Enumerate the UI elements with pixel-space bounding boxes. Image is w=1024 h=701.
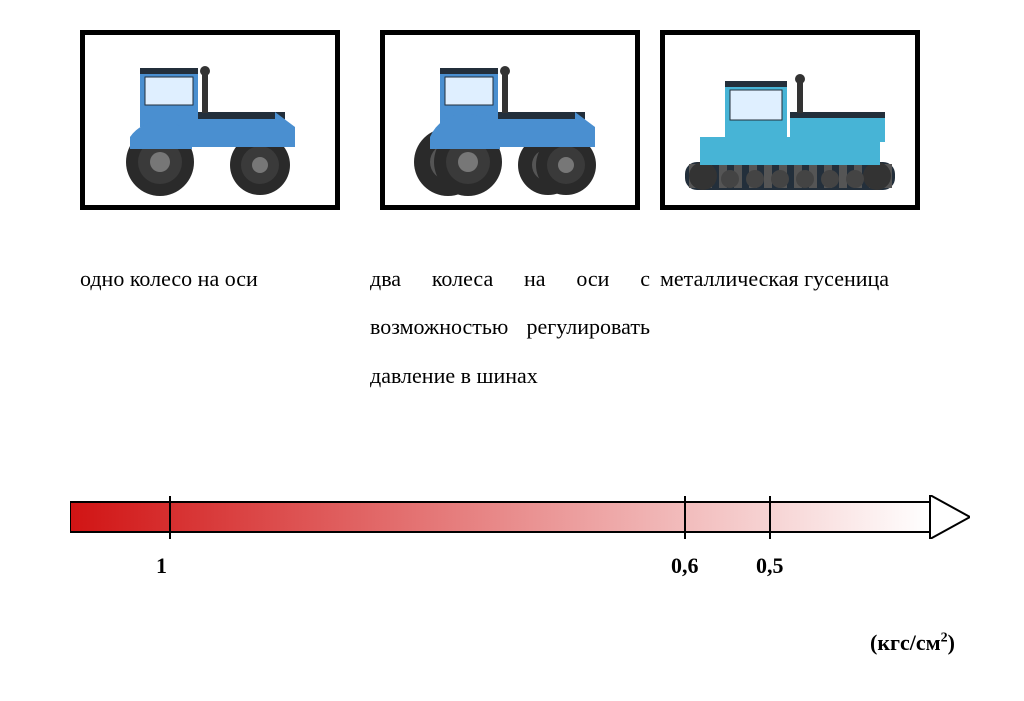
tractor-tile-2 — [660, 30, 920, 210]
unit-sup: 2 — [941, 631, 948, 646]
unit-post: ) — [948, 630, 955, 655]
tractor-tile-1 — [380, 30, 640, 210]
pressure-scale — [70, 495, 970, 535]
tracked-tractor-icon — [675, 67, 905, 197]
unit-label: (кгс/см2) — [870, 630, 955, 656]
dual-wheel-tractor-icon — [410, 57, 610, 197]
caption-2: металлическая гусеница — [660, 255, 920, 303]
single-wheel-tractor-icon — [110, 57, 310, 197]
tractor-tile-0 — [80, 30, 340, 210]
caption-0: одно колесо на оси — [80, 255, 340, 303]
scale-value-2: 0,5 — [756, 553, 784, 579]
unit-pre: (кгс/см — [870, 630, 941, 655]
caption-1: два колеса на оси с возможностью регулир… — [370, 255, 650, 400]
scale-value-1: 0,6 — [671, 553, 699, 579]
scale-value-0: 1 — [156, 553, 167, 579]
